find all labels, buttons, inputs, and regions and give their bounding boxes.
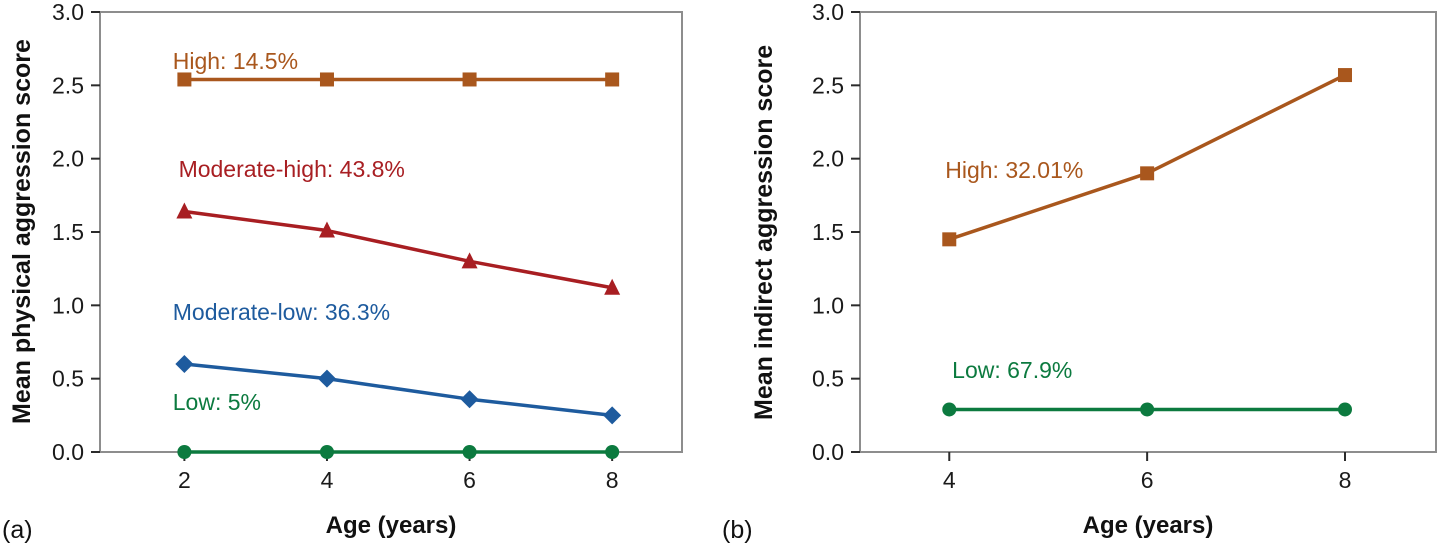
y-tick-label: 2.5 <box>812 72 844 98</box>
marker-square <box>605 72 620 87</box>
panel-a: Mean physical aggression score 0.0 0.5 1.0… <box>2 0 683 544</box>
marker-square <box>177 72 192 87</box>
marker-triangle <box>176 202 193 219</box>
marker-square <box>1337 68 1352 83</box>
series-annotation-high: High: 32.01% <box>945 157 1083 183</box>
marker-triangle <box>461 252 478 269</box>
y-tick-label: 0.5 <box>52 366 84 392</box>
x-tick-label: 2 <box>178 467 191 493</box>
chart-svg: 0.0 0.5 1.0 1.5 2.0 2.5 3.0 4 6 8 High: 32.01% Low:… <box>812 0 1437 493</box>
marker-square <box>1140 166 1155 181</box>
panel-b: Mean indirect aggression score 0.0 0.5 1.0… <box>720 0 1440 558</box>
panel-b-label: (b) <box>722 516 753 544</box>
marker-square <box>462 72 477 87</box>
marker-square <box>942 232 957 247</box>
series-annotation-low: Low: 5% <box>173 389 261 415</box>
marker-diamond <box>603 406 622 425</box>
y-tick-label: 0.5 <box>812 366 844 392</box>
x-axis-title-a: Age (years) <box>325 512 457 539</box>
y-tick-label: 1.0 <box>52 292 84 318</box>
x-tick-label: 4 <box>321 467 334 493</box>
marker-triangle <box>604 278 621 295</box>
x-tick-label: 8 <box>606 467 619 493</box>
marker-diamond <box>460 390 479 409</box>
marker-circle <box>605 445 620 459</box>
y-tick-label: 1.5 <box>812 219 844 245</box>
y-tick-label: 3.0 <box>812 0 844 25</box>
marker-triangle <box>318 221 335 238</box>
marker-circle <box>462 445 477 459</box>
series-annotation-moderate-high: Moderate-high: 43.8% <box>179 156 405 182</box>
series-annotation-low: Low: 67.9% <box>952 357 1072 383</box>
chart-svg: 0.0 0.5 1.0 1.5 2.0 2.5 3.0 2 4 6 8 High: 14.5% Mode… <box>52 0 683 493</box>
y-tick-label: 1.5 <box>52 219 84 245</box>
chart-a: 0.0 0.5 1.0 1.5 2.0 2.5 3.0 2 4 6 8 High: 14.5% Mode… <box>52 0 683 493</box>
chart-b: 0.0 0.5 1.0 1.5 2.0 2.5 3.0 4 6 8 High: 32.01% Low:… <box>720 0 1440 558</box>
series-line-moderate-high <box>182 209 614 290</box>
series-line-moderate-low <box>182 362 614 418</box>
series-annotation-moderate-low: Moderate-low: 36.3% <box>173 299 390 325</box>
panel-a-label: (a) <box>2 516 33 544</box>
marker-circle <box>319 445 334 459</box>
marker-circle <box>177 445 192 459</box>
y-tick-label: 0.0 <box>812 439 844 465</box>
marker-circle <box>942 402 957 417</box>
x-tick-label: 4 <box>943 467 956 493</box>
series-annotation-high: High: 14.5% <box>173 48 298 74</box>
marker-diamond <box>317 369 336 388</box>
marker-square <box>319 72 334 87</box>
y-tick-label: 2.5 <box>52 72 84 98</box>
x-tick-label: 6 <box>1141 467 1154 493</box>
y-tick-label: 2.0 <box>52 146 84 172</box>
x-axis-title-b: Age (years) <box>1082 512 1214 539</box>
y-tick-label: 1.0 <box>812 292 844 318</box>
marker-diamond <box>175 355 194 373</box>
y-tick-label: 0.0 <box>52 439 84 465</box>
x-tick-label: 8 <box>1339 467 1352 493</box>
y-tick-label: 3.0 <box>52 0 84 25</box>
y-tick-label: 2.0 <box>812 146 844 172</box>
x-tick-label: 6 <box>463 467 476 493</box>
marker-circle <box>1337 402 1352 417</box>
marker-circle <box>1140 402 1155 417</box>
